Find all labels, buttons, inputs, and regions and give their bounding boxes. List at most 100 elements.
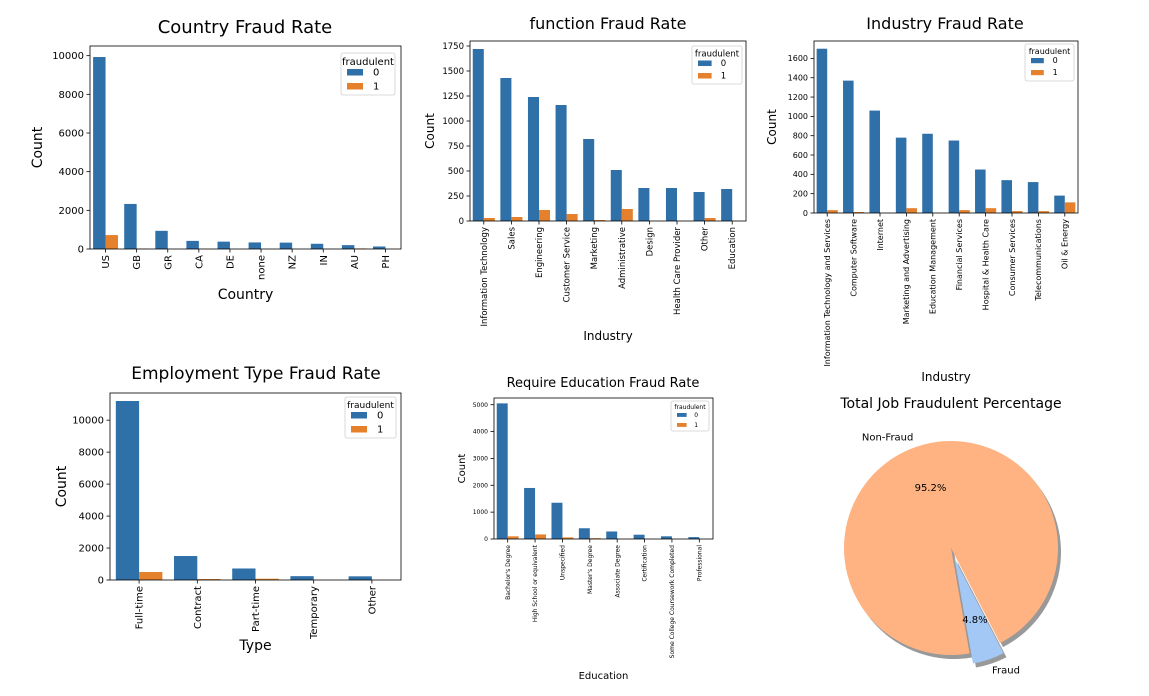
chart-total-job-fraudulent-percentage: Total Job Fraudulent Percentage 4.8% Fraud… bbox=[839, 396, 1061, 677]
bar-education-management-series-0 bbox=[922, 133, 933, 213]
x-tick-label: Other bbox=[367, 585, 378, 614]
chart-title: Industry Fraud Rate bbox=[866, 14, 1023, 33]
bar-information-technology-series-1 bbox=[483, 218, 495, 221]
bar-some-college-coursework-completed-series-0 bbox=[660, 536, 672, 539]
legend-label-1: 1 bbox=[721, 72, 726, 82]
bar-marketing-series-0 bbox=[583, 139, 595, 221]
y-tick-label: 10000 bbox=[52, 51, 84, 62]
bar-computer-software-series-1 bbox=[853, 212, 865, 213]
bar-education-series-0 bbox=[721, 189, 733, 221]
bar-master-s-degree-series-1 bbox=[589, 538, 601, 539]
legend-swatch-0 bbox=[698, 60, 712, 67]
x-axis-label: Country bbox=[218, 287, 274, 303]
bar-other-series-0 bbox=[348, 576, 372, 580]
y-tick-label: 250 bbox=[448, 192, 464, 202]
plot-frame bbox=[469, 40, 747, 222]
bar-hospital-health-care-series-0 bbox=[975, 169, 986, 213]
x-tick-label: CA bbox=[194, 255, 205, 269]
x-tick-label: Education Management bbox=[929, 219, 938, 314]
legend-label-1: 1 bbox=[373, 82, 379, 93]
legend-swatch-1 bbox=[1031, 70, 1044, 76]
x-tick-label: Education bbox=[728, 227, 738, 269]
legend-swatch-0 bbox=[677, 413, 687, 417]
bar-professional-series-0 bbox=[688, 537, 700, 539]
y-tick-label: 400 bbox=[793, 170, 808, 179]
bar-unspecified-series-1 bbox=[562, 537, 574, 539]
bar-marketing-series-1 bbox=[594, 220, 606, 221]
bar-high-school-or-equivalent-series-0 bbox=[524, 487, 536, 539]
slice-pct-non-fraud: 95.2% bbox=[915, 483, 947, 494]
y-axis-label: Count bbox=[54, 465, 70, 507]
chart-title: Employment Type Fraud Rate bbox=[131, 364, 381, 384]
x-tick-label: Unspecified bbox=[560, 545, 567, 580]
x-tick-label: DE bbox=[225, 255, 236, 269]
chart-industry-fraud-rate: Industry Fraud Rate 0 200 400 600 800 1000 1200… bbox=[765, 14, 1079, 384]
y-tick-label: 10000 bbox=[72, 416, 104, 427]
y-tick-label: 1750 bbox=[442, 42, 464, 52]
x-tick-label: Customer Service bbox=[563, 227, 573, 302]
bar-other-series-0 bbox=[693, 192, 705, 221]
bar-customer-service-series-1 bbox=[566, 214, 578, 221]
bar-bachelor-s-degree-series-1 bbox=[507, 536, 519, 539]
legend-swatch-1 bbox=[698, 73, 712, 79]
x-tick-label: Marketing and Advertising bbox=[902, 219, 911, 324]
y-tick-label: 0 bbox=[803, 209, 808, 218]
bar-oil-energy-series-1 bbox=[1064, 202, 1076, 213]
legend-label-0: 0 bbox=[694, 412, 698, 419]
bar-au-series-0 bbox=[341, 245, 355, 249]
x-tick-label: AU bbox=[350, 255, 361, 269]
bar-associate-degree-series-0 bbox=[606, 531, 618, 539]
legend-swatch-1 bbox=[351, 426, 367, 433]
y-tick-label: 2000 bbox=[59, 206, 84, 217]
x-tick-label: none bbox=[257, 255, 268, 280]
bar-telecommunications-series-0 bbox=[1027, 182, 1039, 213]
bar-marketing-and-advertising-series-0 bbox=[895, 137, 907, 213]
x-tick-label: Certification bbox=[642, 545, 649, 582]
plot-frame bbox=[493, 397, 714, 540]
bar-financial-services-series-0 bbox=[948, 140, 960, 213]
slice-label-non-fraud: Non-Fraud bbox=[862, 432, 914, 443]
bar-in-series-0 bbox=[310, 243, 324, 249]
y-tick-label: 200 bbox=[793, 189, 808, 198]
bar-hospital-health-care-series-1 bbox=[985, 208, 997, 213]
bar-engineering-series-1 bbox=[539, 210, 551, 221]
bar-other-series-1 bbox=[704, 218, 716, 221]
bar-engineering-series-0 bbox=[527, 97, 539, 221]
slice-label-fraud: Fraud bbox=[992, 666, 1020, 677]
bar-unspecified-series-0 bbox=[551, 502, 563, 539]
x-tick-label: Consumer Services bbox=[1008, 219, 1017, 296]
x-tick-label: Telecommunications bbox=[1034, 219, 1043, 302]
x-tick-label: NZ bbox=[288, 255, 299, 269]
bar-ph-series-0 bbox=[373, 246, 386, 249]
bar-part-time-series-0 bbox=[232, 568, 256, 580]
y-tick-label: 800 bbox=[793, 131, 808, 140]
x-tick-label: Full-time bbox=[135, 586, 146, 629]
x-axis-label: Education bbox=[579, 671, 629, 682]
x-axis-label: Industry bbox=[921, 370, 970, 384]
bar-information-technology-and-services-series-0 bbox=[816, 48, 828, 214]
x-tick-label: IN bbox=[319, 255, 330, 265]
x-tick-label: Health Care Provider bbox=[673, 227, 683, 315]
y-axis-label: Count bbox=[457, 454, 468, 484]
x-tick-label: High School or equivalent bbox=[532, 544, 539, 622]
y-tick-label: 5000 bbox=[473, 402, 488, 409]
bar-high-school-or-equivalent-series-1 bbox=[535, 534, 547, 539]
x-tick-label: Bachelor's Degree bbox=[505, 545, 512, 600]
y-tick-label: 1000 bbox=[442, 117, 464, 127]
y-tick-label: 1000 bbox=[473, 509, 488, 516]
x-tick-label: Temporary bbox=[309, 586, 320, 640]
x-tick-label: Financial Services bbox=[955, 219, 964, 290]
legend-swatch-0 bbox=[347, 69, 363, 76]
y-tick-label: 0 bbox=[459, 217, 464, 227]
bar-none-series-0 bbox=[248, 242, 262, 249]
bar-master-s-degree-series-0 bbox=[578, 528, 590, 539]
x-tick-label: PH bbox=[381, 255, 392, 269]
bar-oil-energy-series-0 bbox=[1054, 195, 1065, 213]
legend-label-0: 0 bbox=[377, 411, 383, 422]
bar-contract-series-1 bbox=[197, 579, 221, 580]
legend-title: fraudulent bbox=[347, 401, 394, 411]
bar-marketing-and-advertising-series-1 bbox=[906, 208, 917, 213]
y-tick-label: 4000 bbox=[59, 167, 84, 178]
